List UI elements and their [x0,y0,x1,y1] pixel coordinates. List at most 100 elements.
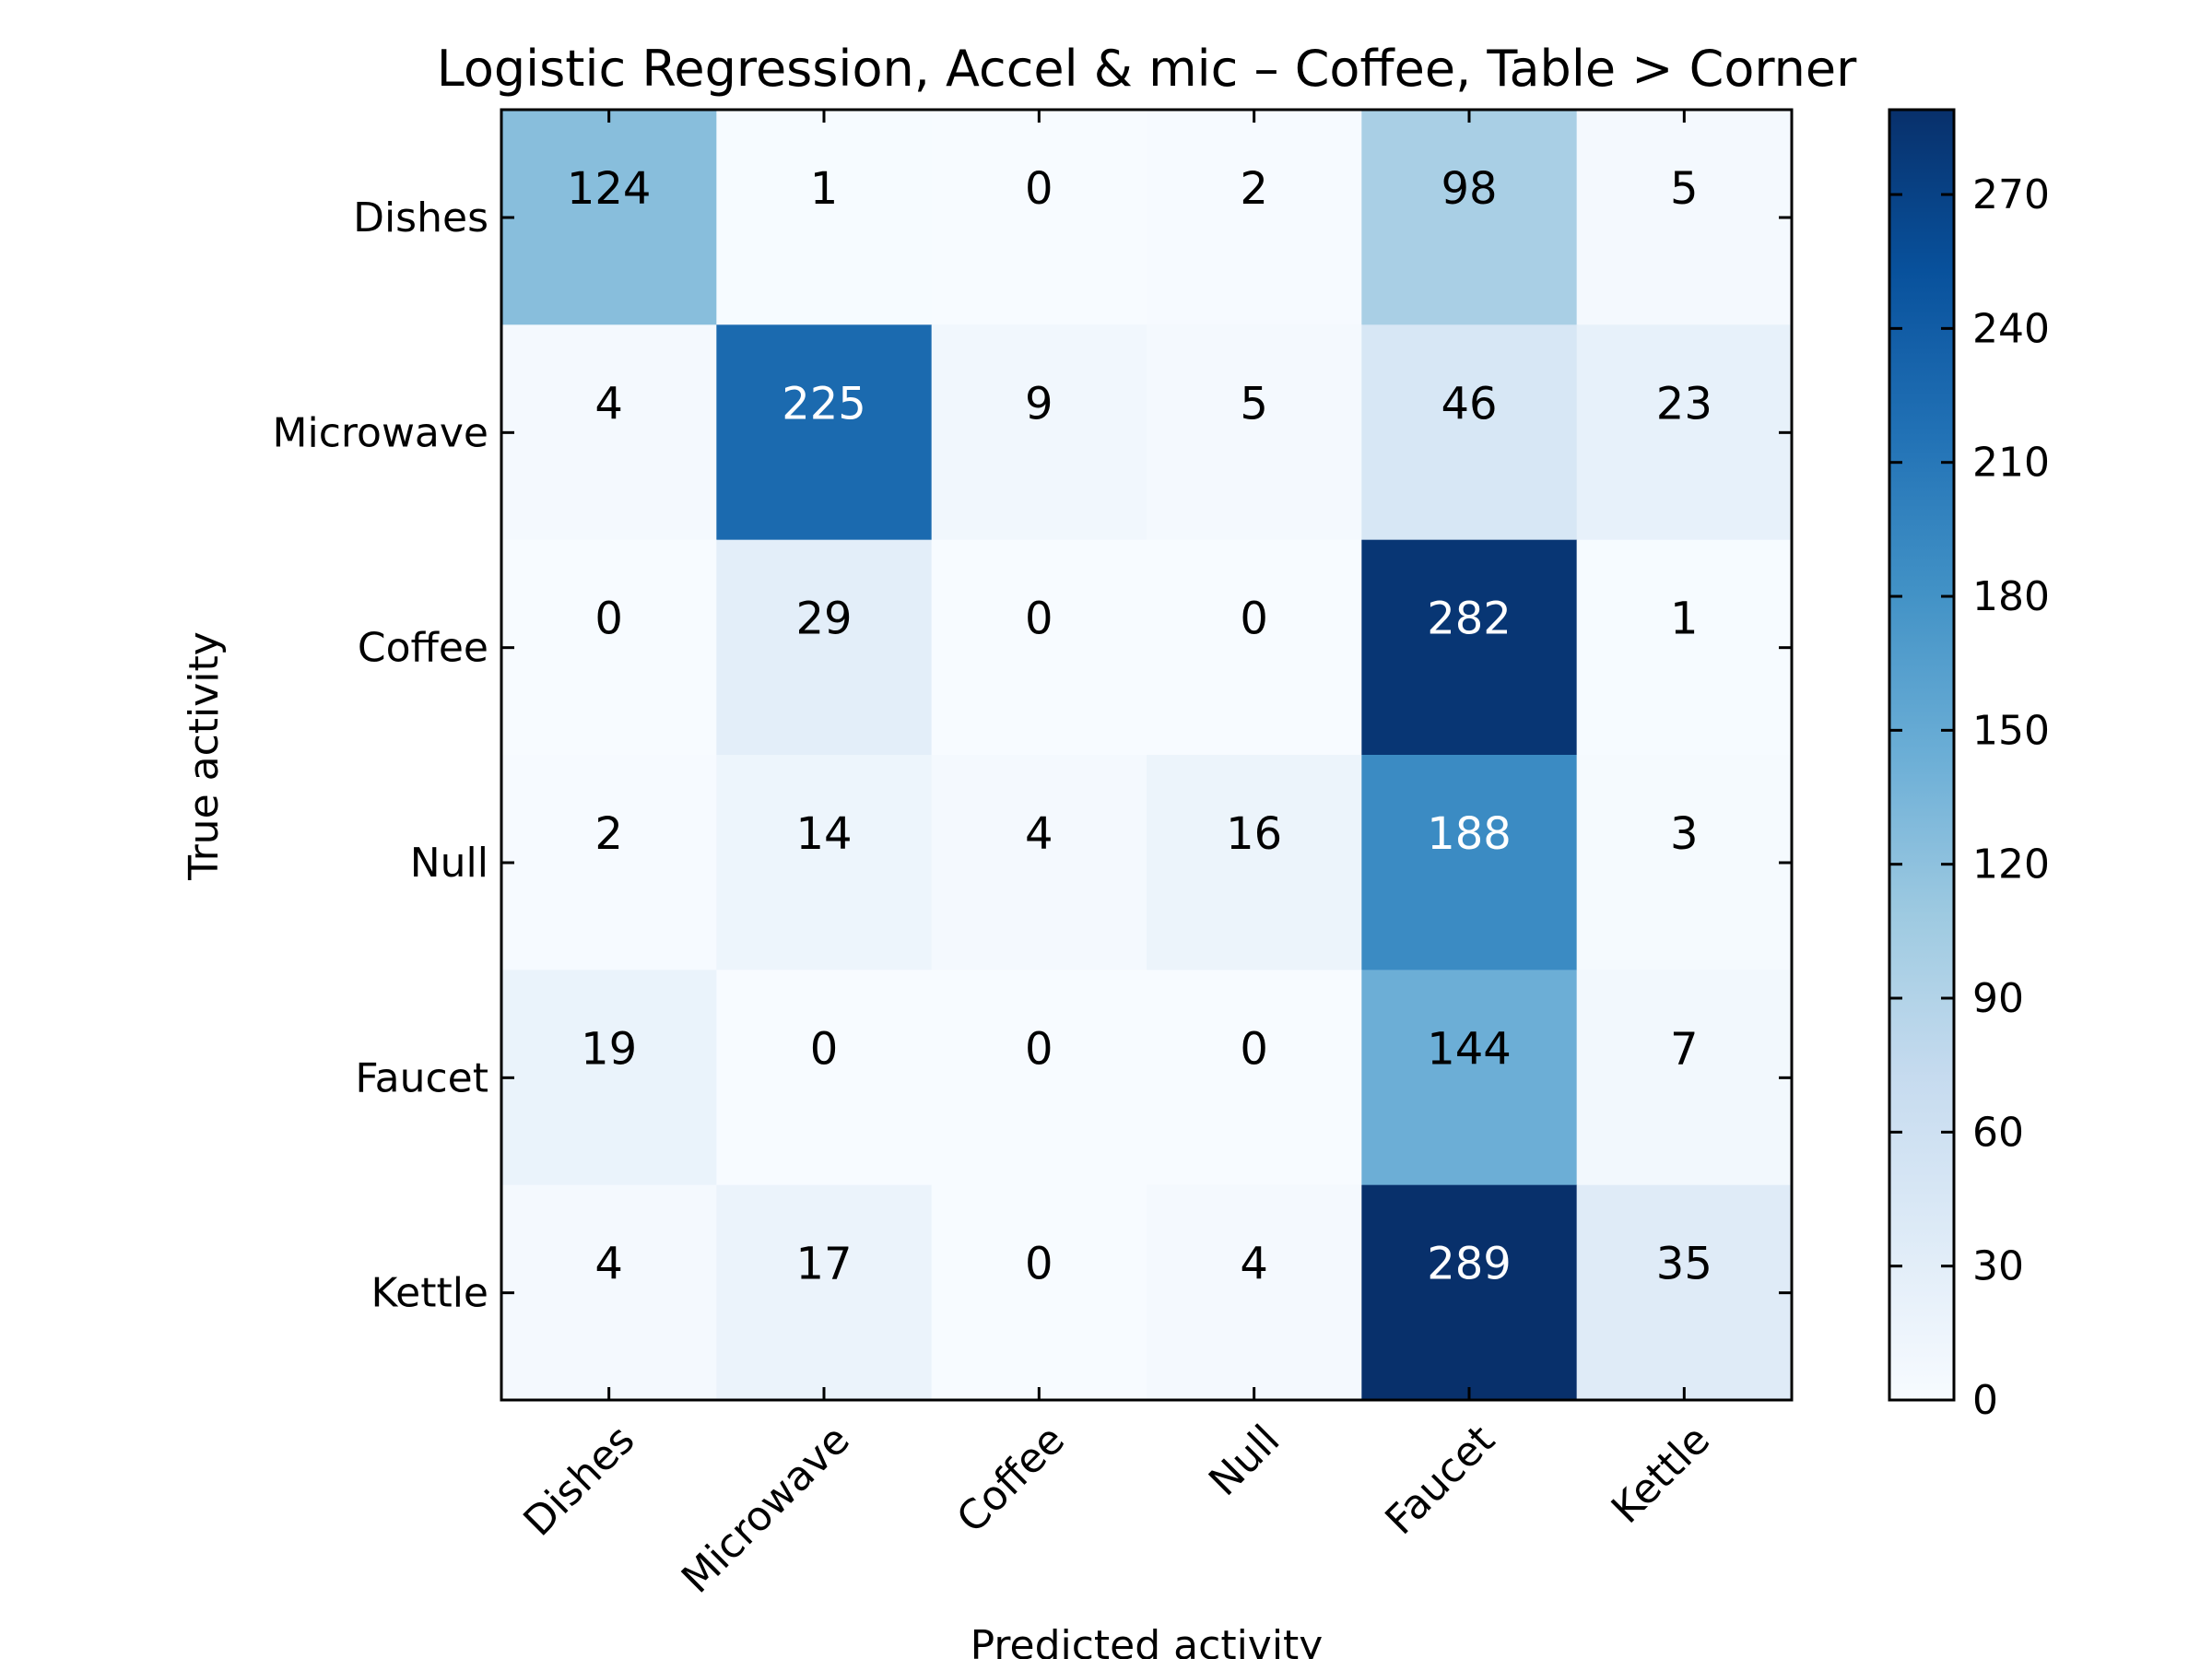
heatmap-cell [931,1184,1147,1401]
cell-value-label: 0 [1240,594,1268,645]
x-tick-label: Faucet [1376,1417,1503,1544]
cell-value-label: 7 [1670,1023,1699,1075]
colorbar-ticks: 0 30 60 90 120 150 180 210 240 270 [1889,171,2050,1424]
colorbar-tick-label: 210 [1972,440,2050,487]
heatmap-cell [1361,1184,1578,1401]
cell-value-label: 98 [1441,163,1497,215]
cell-value-label: 16 [1226,808,1282,860]
heatmap-cell [716,539,933,756]
cell-value-label: 1 [1670,594,1699,645]
heatmap-cell [1147,539,1362,756]
cell-value-label: 0 [1025,594,1053,645]
heatmap-cell [501,1184,717,1401]
cell-value-label: 0 [1240,1023,1268,1075]
heatmap-cell [1361,539,1578,756]
heatmap-cell [931,324,1147,541]
cell-value-label: 289 [1427,1239,1512,1290]
cell-value-label: 23 [1656,378,1712,429]
cell-value-label: 5 [1240,378,1268,429]
cell-value-label: 0 [1025,1023,1053,1075]
chart-title: Logistic Regression, Accel & mic – Coffe… [437,40,1857,98]
colorbar-tick-label: 0 [1972,1377,1998,1424]
colorbar-tick-label: 150 [1972,707,2050,754]
heatmap-cells [501,110,1793,1401]
heatmap-cell [1576,970,1793,1186]
heatmap-cell [1361,110,1578,325]
colorbar-tick-label: 240 [1972,305,2050,352]
cell-value-label: 35 [1656,1239,1712,1290]
y-tick-label: Kettle [371,1270,488,1317]
y-tick-label: Dishes [353,194,488,241]
colorbar-tick-label: 30 [1972,1243,2024,1290]
x-axis-label: Predicted activity [971,1622,1324,1659]
cell-value-label: 188 [1427,808,1512,860]
heatmap-cell [1147,970,1362,1186]
cell-value-label: 4 [1025,808,1053,860]
heatmap-cell [1147,1184,1362,1401]
colorbar [1888,108,1956,1402]
cell-value-label: 124 [567,163,652,215]
heatmap-cell [931,970,1147,1186]
colorbar-tick-label: 270 [1972,171,2050,218]
heatmap-cell [716,324,933,541]
heatmap-cell [716,1184,933,1401]
colorbar-tick-label: 120 [1972,841,2050,888]
heatmap-cell [1147,324,1362,541]
cell-value-label: 5 [1670,163,1699,215]
heatmap-cell [1576,1184,1793,1401]
y-axis: Dishes Microwave Coffee Null Faucet Kettle [273,194,1792,1317]
x-tick-label: Coffee [948,1417,1075,1543]
heatmap-cell [716,755,933,971]
heatmap-cell [931,539,1147,756]
heatmap-cell [1147,755,1362,971]
heatmap-cell [1576,110,1793,325]
cell-value-label: 144 [1427,1023,1512,1075]
cell-value-label: 19 [581,1023,637,1075]
cell-value-label: 3 [1670,808,1699,860]
cell-value-label: 2 [1240,163,1268,215]
cell-value-label: 4 [1240,1239,1268,1290]
heatmap-cell [501,970,717,1186]
x-tick-label: Kettle [1603,1417,1719,1533]
x-tick-label: Microwave [673,1417,859,1603]
heatmap-cell [931,110,1147,325]
heatmap-cell [716,970,933,1186]
cell-value-label: 29 [795,594,852,645]
x-tick-label: Null [1200,1417,1288,1505]
colorbar-tick-label: 180 [1972,573,2050,620]
heatmap-cell [501,755,717,971]
heatmap-cell [1576,324,1793,541]
heatmap-cell [1361,324,1578,541]
heatmap-cell [716,110,933,325]
y-tick-label: Null [410,840,488,887]
heatmap-cell [1361,970,1578,1186]
cell-value-label: 9 [1025,378,1053,429]
cell-value-label: 0 [594,594,623,645]
y-tick-label: Coffee [358,625,488,672]
plot-frame [500,108,1794,1402]
cell-value-label: 46 [1441,378,1497,429]
cell-value-label: 225 [782,378,866,429]
heatmap-cell [1147,110,1362,325]
heatmap-cell [931,755,1147,971]
cell-value-label: 17 [795,1239,852,1290]
cell-value-label: 1 [810,163,839,215]
cell-value-label: 4 [594,1239,623,1290]
heatmap-cell [501,110,717,325]
heatmap-cell [501,539,717,756]
cell-value-label: 0 [1025,1239,1053,1290]
x-tick-label: Dishes [514,1417,643,1546]
colorbar-tick-label: 90 [1972,975,2024,1022]
colorbar-tick-label: 60 [1972,1109,2024,1156]
heatmap-cell [501,324,717,541]
heatmap-cell [1576,755,1793,971]
y-tick-label: Faucet [355,1054,488,1101]
cell-value-label: 14 [795,808,852,860]
cell-value-label: 0 [810,1023,839,1075]
heatmap-cell [1576,539,1793,756]
heatmap-cell [1361,755,1578,971]
cell-value-label: 0 [1025,163,1053,215]
y-tick-label: Microwave [273,409,488,456]
cell-value-label: 2 [594,808,623,860]
heatmap-cell-labels: 124 1 0 2 98 54 225 9 5 46 230 29 0 0 282 12 14 4 16 188 319… [567,163,1712,1290]
